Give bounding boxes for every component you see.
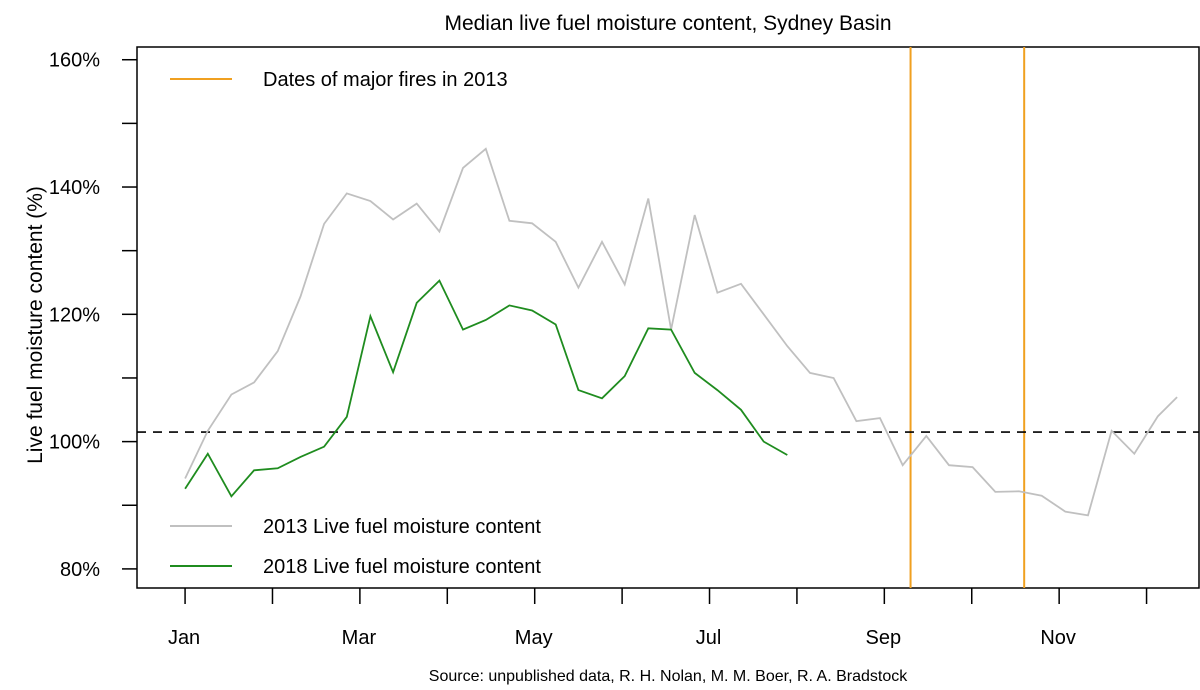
source-note: Source: unpublished data, R. H. Nolan, M…	[429, 668, 908, 685]
y-tick-label: 120%	[49, 304, 100, 326]
x-tick-label: Mar	[342, 627, 377, 649]
series-line-2013	[184, 147, 1178, 517]
x-tick-label: Sep	[866, 627, 902, 649]
chart-title: Median live fuel moisture content, Sydne…	[444, 12, 891, 35]
x-axis: Jan Mar May Jul Sep Nov	[168, 588, 1148, 649]
series-lines	[184, 147, 1178, 517]
legend-label-2013: 2013 Live fuel moisture content	[263, 516, 541, 538]
legend: Dates of major fires in 2013 2013 Live fu…	[170, 69, 541, 578]
y-tick-label: 100%	[49, 432, 100, 454]
legend-label-2018: 2018 Live fuel moisture content	[263, 556, 541, 578]
x-tick-label: Jan	[168, 627, 200, 649]
y-tick-label: 160%	[49, 50, 100, 72]
plot-frame	[136, 46, 1200, 589]
x-tick-label: Nov	[1040, 627, 1076, 649]
y-axis-label: Live fuel moisture content (%)	[24, 186, 47, 464]
series-line-2018	[184, 279, 788, 498]
y-tick-label: 140%	[49, 177, 100, 199]
x-tick-label: Jul	[696, 627, 722, 649]
x-tick-label: May	[515, 627, 553, 649]
legend-label-fire-dates: Dates of major fires in 2013	[263, 69, 508, 91]
fire-date-lines	[909, 47, 1026, 588]
y-axis: 80% 100% 120% 140% 160%	[49, 50, 137, 581]
y-tick-label: 80%	[60, 559, 100, 581]
